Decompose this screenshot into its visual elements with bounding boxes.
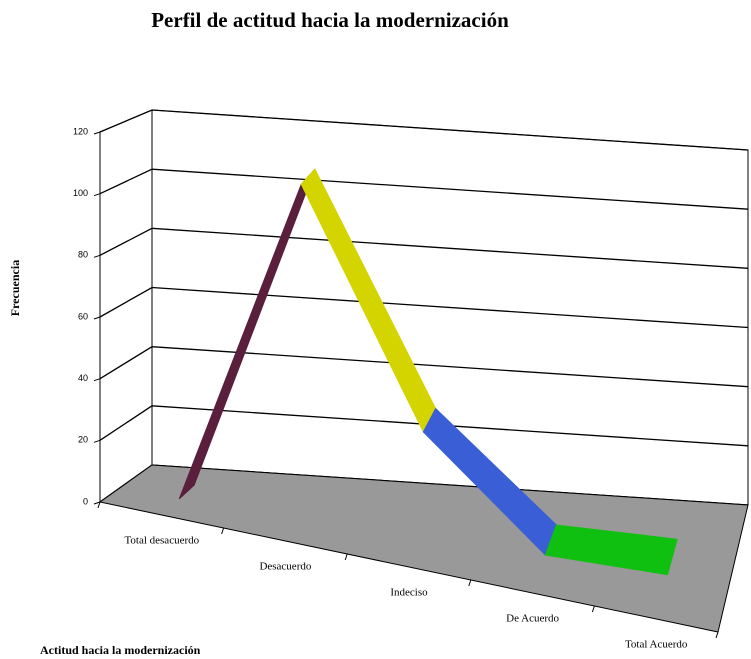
x-tick-label: De Acuerdo [506,613,559,625]
x-tick [591,605,595,613]
y-tick [93,501,101,505]
floor [98,464,749,633]
y-tick-label: 120 [73,126,88,136]
y-axis-label: Frecuencia [8,260,22,316]
y-tick [93,378,101,382]
side-wall [99,109,153,503]
grid-line [99,168,749,210]
y-tick-label: 100 [73,188,88,198]
y-tick-label: 0 [83,496,88,506]
y-tick [93,316,101,320]
y-tick [93,254,101,258]
x-tick [468,579,472,587]
grid-line [99,405,749,447]
y-tick [93,193,101,197]
y-tick-label: 80 [78,250,88,260]
line-segment [544,524,678,576]
y-tick-label: 60 [78,311,88,321]
x-tick [221,527,225,535]
x-axis-label: Actitud hacia la modernización [40,643,201,657]
y-tick [93,131,101,135]
x-tick-label: Total desacuerdo [124,535,199,547]
grid-line [99,227,749,269]
x-tick [344,553,348,561]
x-tick-label: Indeciso [390,587,428,599]
grid-line [99,346,749,388]
grid-line [99,286,749,329]
grid-line [99,109,749,151]
x-tick [97,501,101,509]
x-tick-label: Total Acuerdo [625,639,688,651]
x-tick-label: Desacuerdo [259,561,311,573]
chart-title: Perfil de actitud hacia la modernización [151,8,509,32]
y-tick [93,439,101,443]
y-tick-label: 20 [78,435,88,445]
x-tick [715,631,719,639]
y-tick-label: 40 [78,373,88,383]
